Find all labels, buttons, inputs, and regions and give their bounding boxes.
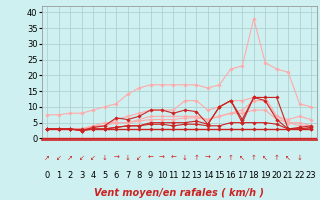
Text: 2: 2 [68,171,73,180]
Text: 20: 20 [271,171,282,180]
Text: 9: 9 [148,171,153,180]
Text: ↙: ↙ [136,155,142,161]
Text: ↓: ↓ [102,155,108,161]
Text: ←: ← [171,155,176,161]
Text: 15: 15 [214,171,225,180]
Text: ↑: ↑ [194,155,199,161]
Text: ↑: ↑ [274,155,280,161]
Text: ↗: ↗ [44,155,50,161]
Text: 21: 21 [283,171,293,180]
Text: 1: 1 [56,171,61,180]
Text: 3: 3 [79,171,84,180]
Text: ↖: ↖ [239,155,245,161]
Text: 19: 19 [260,171,270,180]
Text: 18: 18 [248,171,259,180]
Text: 11: 11 [168,171,179,180]
Text: 5: 5 [102,171,107,180]
Text: ←: ← [148,155,154,161]
Text: 23: 23 [306,171,316,180]
Text: 6: 6 [114,171,119,180]
Text: 13: 13 [191,171,202,180]
Text: Vent moyen/en rafales ( km/h ): Vent moyen/en rafales ( km/h ) [94,188,264,198]
Text: 22: 22 [294,171,305,180]
Text: ↖: ↖ [285,155,291,161]
Text: ↖: ↖ [262,155,268,161]
Text: 16: 16 [226,171,236,180]
Text: ↙: ↙ [79,155,85,161]
Text: ↙: ↙ [90,155,96,161]
Text: ↑: ↑ [228,155,234,161]
Text: 0: 0 [45,171,50,180]
Text: →: → [113,155,119,161]
Text: ↑: ↑ [251,155,257,161]
Text: ↓: ↓ [125,155,131,161]
Text: 7: 7 [125,171,130,180]
Text: →: → [205,155,211,161]
Text: ↓: ↓ [182,155,188,161]
Text: 8: 8 [136,171,142,180]
Text: 12: 12 [180,171,190,180]
Text: →: → [159,155,165,161]
Text: ↙: ↙ [56,155,62,161]
Text: 10: 10 [157,171,167,180]
Text: ↓: ↓ [297,155,302,161]
Text: ↗: ↗ [216,155,222,161]
Text: 17: 17 [237,171,248,180]
Text: 14: 14 [203,171,213,180]
Text: ↗: ↗ [67,155,73,161]
Text: 4: 4 [91,171,96,180]
